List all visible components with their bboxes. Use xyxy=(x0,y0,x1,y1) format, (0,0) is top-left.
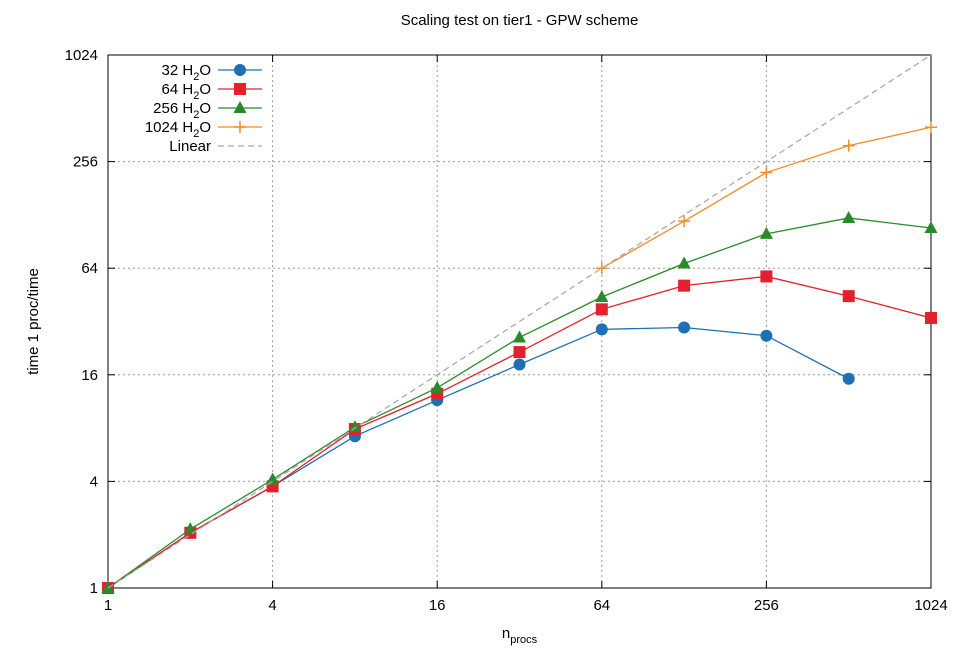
data-point xyxy=(595,303,608,316)
data-point xyxy=(595,262,608,275)
legend-item: 256 H2O xyxy=(153,100,262,121)
series-line xyxy=(107,275,932,589)
data-point xyxy=(677,256,691,269)
data-point xyxy=(760,166,773,179)
series-2 xyxy=(101,210,938,593)
data-point xyxy=(678,215,691,228)
data-point xyxy=(183,522,197,535)
data-point xyxy=(842,210,856,223)
legend-label: 32 H2O xyxy=(162,62,211,83)
x-tick-label: 4 xyxy=(268,597,276,614)
legend-label-end: O xyxy=(199,62,211,79)
data-point xyxy=(760,329,773,342)
legend-label-main: 32 H xyxy=(162,62,194,79)
y-tick-label: 64 xyxy=(81,260,98,277)
legend-marker xyxy=(234,83,246,95)
series-layer xyxy=(101,54,938,594)
series-line xyxy=(107,217,932,589)
data-point xyxy=(842,290,855,303)
y-tick-label: 256 xyxy=(73,154,98,171)
data-point xyxy=(513,358,526,371)
legend-item: 1024 H2O xyxy=(145,119,262,140)
legend-marker xyxy=(234,121,246,133)
series-line xyxy=(107,54,932,589)
x-tick-label: 64 xyxy=(593,597,610,614)
y-tick-label: 1 xyxy=(90,580,98,597)
data-point xyxy=(842,372,855,385)
y-axis-label: time 1 proc/time xyxy=(25,268,42,375)
data-point xyxy=(678,321,691,334)
data-point xyxy=(101,581,115,593)
legend-label-main: 256 H xyxy=(153,100,193,117)
data-point xyxy=(348,420,362,433)
x-axis-label: nprocs xyxy=(502,625,538,646)
y-tick-label: 4 xyxy=(90,473,98,490)
series-1 xyxy=(102,270,937,594)
data-point xyxy=(513,346,526,359)
chart-title: Scaling test on tier1 - GPW scheme xyxy=(401,12,639,29)
legend-label-main: 64 H xyxy=(162,81,194,98)
series-3 xyxy=(595,121,937,275)
data-point xyxy=(266,472,280,485)
grid xyxy=(108,55,931,588)
data-point xyxy=(513,330,526,343)
x-axis-label-sub: procs xyxy=(510,634,537,646)
legend-item: 32 H2O xyxy=(162,62,262,83)
legend-label-sub: 2 xyxy=(193,71,199,83)
series-4 xyxy=(107,54,932,589)
legend-label: 64 H2O xyxy=(162,81,211,102)
data-point xyxy=(595,323,608,336)
y-tick-label: 16 xyxy=(81,367,98,384)
legend-label-sub: 2 xyxy=(193,109,199,121)
data-point xyxy=(430,380,444,393)
data-point xyxy=(760,270,773,283)
series-line xyxy=(107,326,850,589)
legend-label-sub: 2 xyxy=(193,90,199,102)
legend-label: 1024 H2O xyxy=(145,119,211,140)
legend-label: 256 H2O xyxy=(153,100,211,121)
x-tick-label: 1024 xyxy=(914,597,947,614)
x-axis-label-main: n xyxy=(502,625,510,642)
x-tick-label: 256 xyxy=(754,597,779,614)
y-tick-label: 1024 xyxy=(65,47,98,64)
legend-label-main: 1024 H xyxy=(145,119,193,136)
data-point xyxy=(925,311,937,324)
series-line xyxy=(601,126,932,269)
legend-marker xyxy=(233,101,247,113)
legend-label-end: O xyxy=(199,119,211,136)
legend-item: Linear xyxy=(169,138,262,155)
legend-label-main: Linear xyxy=(169,138,211,155)
data-point xyxy=(924,220,938,233)
data-point xyxy=(842,139,855,152)
legend-label-end: O xyxy=(199,81,211,98)
legend-label-end: O xyxy=(199,100,211,117)
data-point xyxy=(925,121,937,134)
legend-marker xyxy=(234,64,246,76)
axis-ticks: 1 4 16 64 256 1024 1 4 16 64 256 1024 xyxy=(65,47,948,614)
legend-label: Linear xyxy=(169,138,211,155)
x-tick-label: 1 xyxy=(104,597,112,614)
legend-label-sub: 2 xyxy=(193,128,199,140)
data-point xyxy=(678,279,691,292)
legend-item: 64 H2O xyxy=(162,81,262,102)
data-point xyxy=(759,226,773,239)
data-point xyxy=(595,290,609,303)
x-tick-label: 16 xyxy=(429,597,446,614)
